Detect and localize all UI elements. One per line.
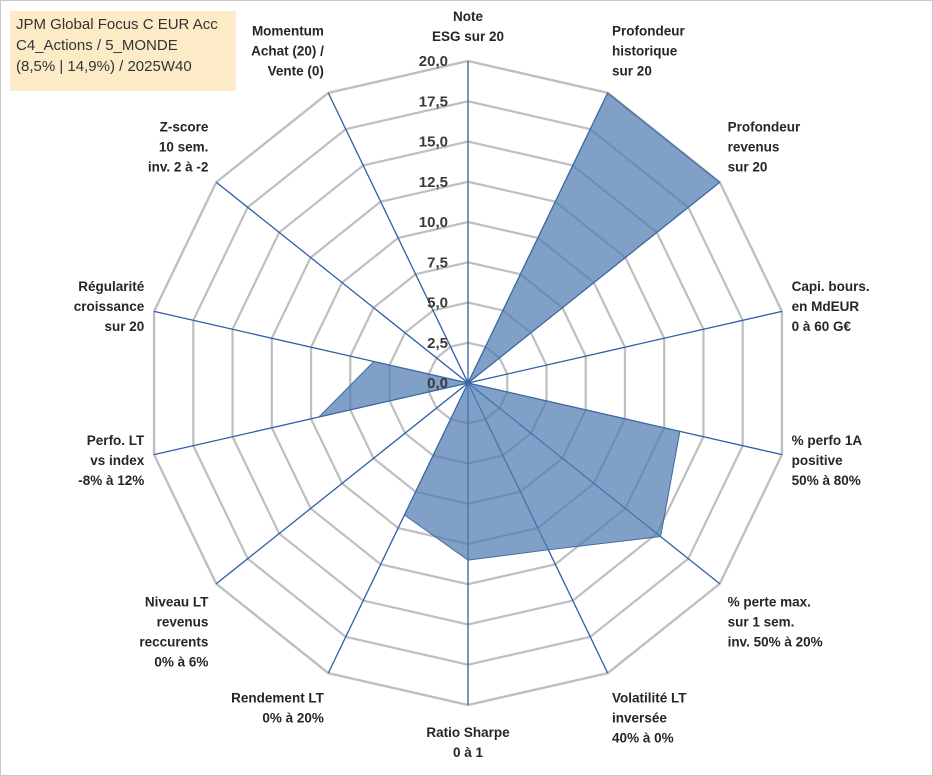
axis-label-2-line-2: sur 20 bbox=[728, 159, 768, 174]
axis-label-1-line-2: sur 20 bbox=[612, 63, 652, 78]
axis-label-10: Perfo. LT vs index -8% à 12% bbox=[78, 433, 145, 488]
axis-label-9-line-1: revenus bbox=[157, 615, 209, 630]
axis-label-2-line-1: revenus bbox=[728, 139, 780, 154]
radial-tick-labels: 0,0 2,5 5,0 7,5 10,0 12,5 15,0 17,5 20,0 bbox=[419, 53, 448, 392]
axis-label-0-line-0: Note bbox=[453, 9, 483, 24]
axis-label-7: Ratio Sharpe 0 à 1 bbox=[426, 725, 510, 760]
axis-label-2-line-0: Profondeur bbox=[728, 119, 801, 134]
axis-label-10-line-1: vs index bbox=[90, 453, 145, 468]
tick-label-2: 5,0 bbox=[427, 295, 448, 312]
axis-label-12-line-0: Z-score bbox=[160, 119, 209, 134]
axis-label-13-line-1: Achat (20) / bbox=[251, 43, 324, 58]
fund-title-box: JPM Global Focus C EUR Acc C4_Actions / … bbox=[10, 11, 236, 91]
axis-label-11-line-2: sur 20 bbox=[105, 319, 145, 334]
axis-label-12-line-1: 10 sem. bbox=[159, 139, 209, 154]
axis-label-5-line-0: % perte max. bbox=[728, 595, 811, 610]
axis-label-12: Z-score 10 sem. inv. 2 à -2 bbox=[148, 119, 209, 174]
axis-label-8-line-0: Rendement LT bbox=[231, 691, 325, 706]
fund-stats-week: (8,5% | 14,9%) / 2025W40 bbox=[16, 58, 192, 75]
axis-label-7-line-1: 0 à 1 bbox=[453, 745, 484, 760]
tick-label-0: 0,0 bbox=[427, 375, 448, 392]
axis-label-5-line-1: sur 1 sem. bbox=[728, 615, 795, 630]
axis-label-3-line-2: 0 à 60 G€ bbox=[792, 319, 852, 334]
axis-label-3: Capi. bours. en MdEUR 0 à 60 G€ bbox=[792, 279, 870, 334]
spoke-9 bbox=[215, 382, 469, 585]
axis-label-6-line-0: Volatilité LT bbox=[612, 691, 687, 706]
axis-label-5: % perte max. sur 1 sem. inv. 50% à 20% bbox=[728, 595, 823, 650]
spoke-12 bbox=[215, 181, 469, 384]
fund-name: JPM Global Focus C EUR Acc bbox=[16, 16, 218, 33]
axis-label-9-line-2: reccurents bbox=[139, 635, 208, 650]
axis-label-11-line-0: Régularité bbox=[78, 279, 145, 294]
axis-label-13: Momentum Achat (20) / Vente (0) bbox=[251, 23, 324, 78]
tick-label-3: 7,5 bbox=[427, 254, 448, 271]
tick-label-1: 2,5 bbox=[427, 335, 448, 352]
axis-label-3-line-1: en MdEUR bbox=[792, 299, 860, 314]
axis-label-11-line-1: croissance bbox=[74, 299, 145, 314]
axis-label-11: Régularité croissance sur 20 bbox=[74, 279, 145, 334]
axis-label-6-line-1: inversée bbox=[612, 711, 667, 726]
axis-label-4-line-0: % perfo 1A bbox=[792, 433, 863, 448]
tick-label-5: 12,5 bbox=[419, 174, 448, 191]
axis-label-6-line-2: 40% à 0% bbox=[612, 731, 674, 746]
axis-label-1: Profondeur historique sur 20 bbox=[612, 23, 685, 78]
tick-label-7: 17,5 bbox=[419, 93, 448, 110]
axis-label-13-line-0: Momentum bbox=[252, 23, 324, 38]
axis-label-10-line-2: -8% à 12% bbox=[78, 473, 144, 488]
axis-label-5-line-2: inv. 50% à 20% bbox=[728, 635, 823, 650]
tick-label-4: 10,0 bbox=[419, 214, 448, 231]
axis-label-4-line-1: positive bbox=[792, 453, 844, 468]
axis-label-4: % perfo 1A positive 50% à 80% bbox=[792, 433, 863, 488]
axis-label-8: Rendement LT 0% à 20% bbox=[231, 691, 325, 726]
axis-label-13-line-2: Vente (0) bbox=[268, 63, 324, 78]
spoke-3 bbox=[467, 310, 783, 384]
axis-label-6: Volatilité LT inversée 40% à 0% bbox=[612, 691, 687, 746]
fund-category: C4_Actions / 5_MONDE bbox=[16, 37, 178, 54]
axis-label-1-line-1: historique bbox=[612, 43, 678, 58]
axis-label-10-line-0: Perfo. LT bbox=[87, 433, 145, 448]
tick-label-6: 15,0 bbox=[419, 134, 448, 151]
axis-labels: Note ESG sur 20 Profondeur historique sur 20… bbox=[74, 9, 870, 760]
axis-label-9-line-3: 0% à 6% bbox=[154, 655, 208, 670]
spoke-13 bbox=[327, 92, 469, 384]
tick-label-8: 20,0 bbox=[419, 53, 448, 70]
radar-series bbox=[317, 92, 721, 561]
axis-label-0: Note ESG sur 20 bbox=[432, 9, 504, 44]
axis-label-0-line-1: ESG sur 20 bbox=[432, 29, 504, 44]
axis-label-9-line-0: Niveau LT bbox=[145, 595, 209, 610]
axis-label-12-line-2: inv. 2 à -2 bbox=[148, 159, 209, 174]
axis-label-9: Niveau LT revenus reccurents 0% à 6% bbox=[139, 595, 209, 670]
axis-label-3-line-0: Capi. bours. bbox=[792, 279, 870, 294]
axis-label-2: Profondeur revenus sur 20 bbox=[728, 119, 801, 174]
axis-label-1-line-0: Profondeur bbox=[612, 23, 685, 38]
axis-label-7-line-0: Ratio Sharpe bbox=[426, 725, 510, 740]
axis-label-4-line-2: 50% à 80% bbox=[792, 473, 861, 488]
axis-label-8-line-1: 0% à 20% bbox=[262, 711, 324, 726]
